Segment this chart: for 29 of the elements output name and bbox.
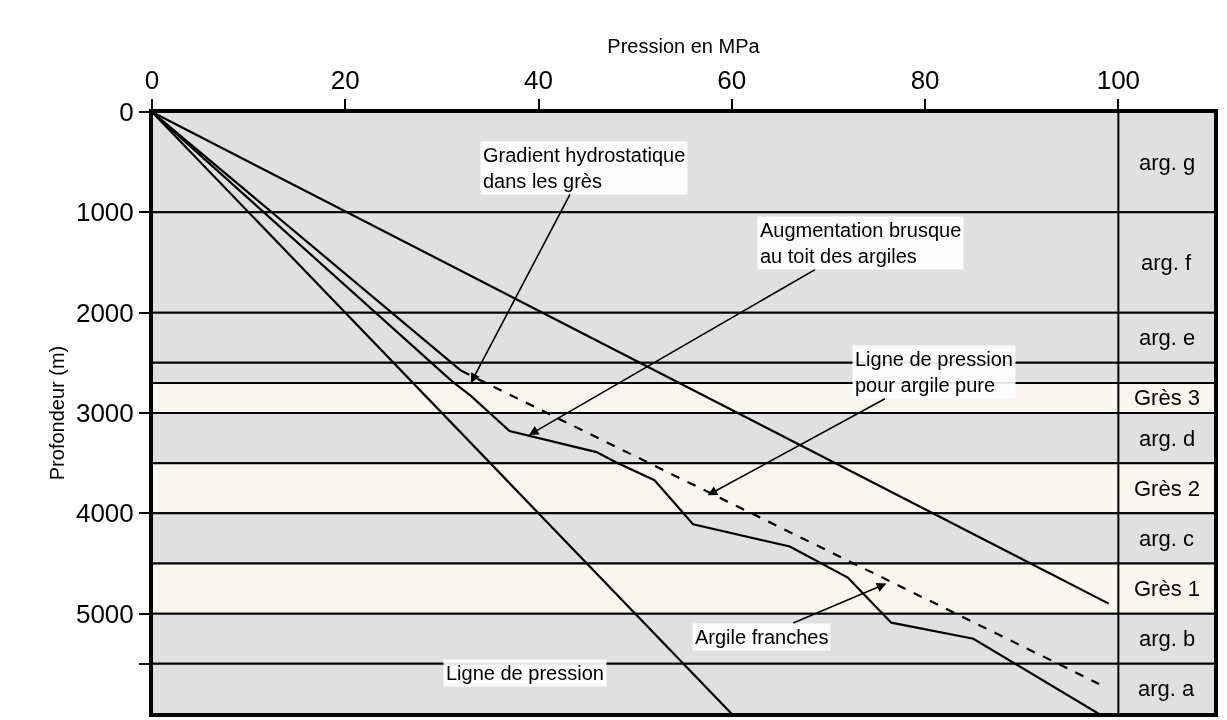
band-label: arg. a [1138,676,1196,701]
y-tick-label: 4000 [75,498,134,529]
x-tick-label: 20 [330,64,360,95]
band-label: arg. g [1139,150,1196,175]
y-tick-label: 3000 [75,398,134,429]
band-label: arg. f [1141,250,1193,275]
annotation: Augmentation brusque au toit des argiles [760,219,962,267]
annotation: Gradient hydrostatique dans les grès [483,144,686,192]
y-tick-label: 1000 [75,197,134,228]
x-tick-label: 60 [717,64,747,95]
y-axis-title: Profondeur (m) [46,345,69,481]
annotation: Ligne de pression pour argile pure [855,348,1013,396]
annotation: Argile franches [695,626,829,648]
x-tick-label: 0 [144,64,160,95]
x-axis-title: Pression en MPa [607,35,761,58]
band-label: Grès 3 [1134,385,1201,410]
band-label: Grès 2 [1134,476,1201,501]
x-tick-label: 40 [524,64,554,95]
band-label: arg. c [1139,526,1195,551]
band-label: arg. e [1139,325,1196,350]
x-tick-label: 100 [1096,64,1141,95]
band-label: arg. b [1139,626,1196,651]
y-tick-label: 2000 [75,297,134,328]
y-tick-label: 5000 [75,598,134,629]
annotation: Ligne de pression [446,662,604,684]
band-label: arg. d [1139,426,1196,451]
band-label: Grès 1 [1134,576,1201,601]
x-tick-label: 80 [910,64,940,95]
y-tick-label: 0 [119,97,134,128]
